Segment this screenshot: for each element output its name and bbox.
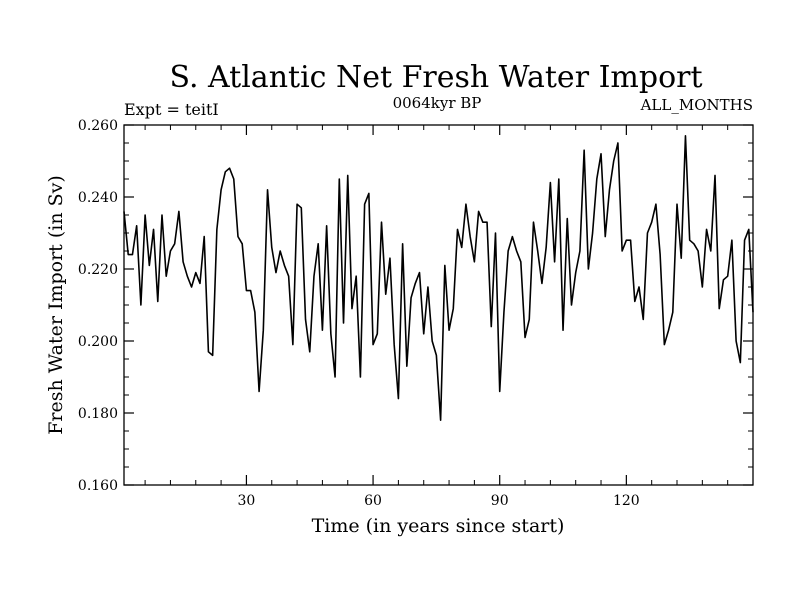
x-tick-label: 120 <box>613 493 640 509</box>
y-tick-label: 0.220 <box>78 262 118 278</box>
x-tick-label: 90 <box>491 493 509 509</box>
y-axis-label: Fresh Water Import (in Sv) <box>45 175 67 435</box>
months-label: ALL_MONTHS <box>640 96 753 114</box>
y-tick-label: 0.240 <box>78 190 118 206</box>
x-axis-label: Time (in years since start) <box>312 515 565 537</box>
x-tick-labels: 30 60 90 120 <box>238 493 640 509</box>
y-tick-labels: 0.160 0.180 0.200 0.220 0.240 0.260 <box>78 118 118 494</box>
x-tick-label: 30 <box>238 493 256 509</box>
period-label: 0064kyr BP <box>393 94 482 112</box>
y-tick-label: 0.200 <box>78 334 118 350</box>
y-tick-label: 0.160 <box>78 478 118 494</box>
experiment-label: Expt = teitI <box>124 100 219 119</box>
axis-ticks <box>124 124 753 486</box>
y-tick-label: 0.180 <box>78 406 118 422</box>
plot-frame <box>123 124 754 486</box>
x-tick-label: 60 <box>364 493 382 509</box>
series-line <box>123 135 754 421</box>
chart-title: S. Atlantic Net Fresh Water Import <box>169 60 702 95</box>
y-tick-label: 0.260 <box>78 118 118 134</box>
